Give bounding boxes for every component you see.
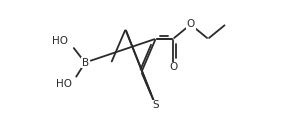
Text: O: O — [169, 62, 177, 72]
Text: HO: HO — [52, 36, 68, 46]
Text: HO: HO — [55, 79, 72, 89]
Text: S: S — [152, 100, 159, 110]
Text: B: B — [82, 58, 89, 68]
Text: O: O — [186, 20, 195, 30]
